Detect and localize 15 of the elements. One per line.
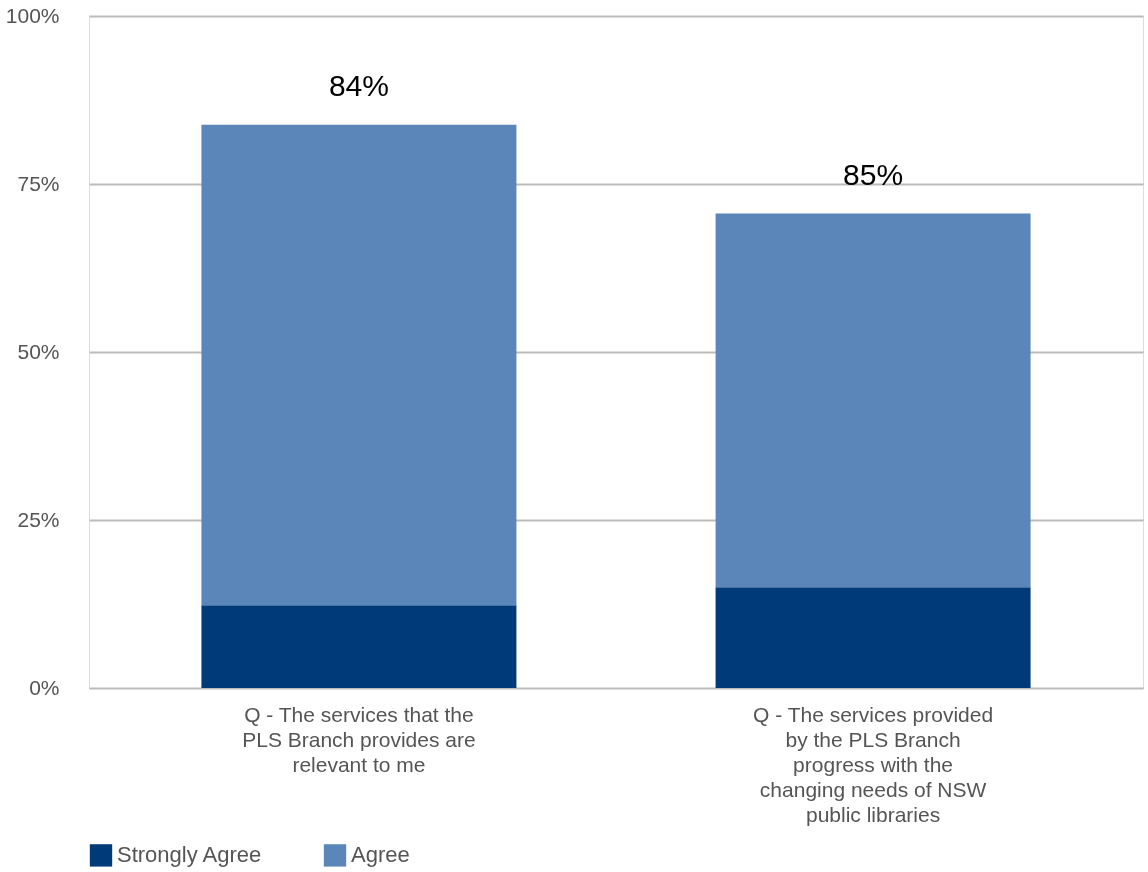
- y-tick-label: 25%: [17, 507, 60, 531]
- annotation: 85%: [843, 157, 904, 191]
- bar: [201, 605, 517, 688]
- y-tick-label: 0%: [29, 675, 60, 699]
- annotation: 84%: [328, 68, 389, 102]
- bar: [201, 124, 517, 606]
- y-tick-label: 100%: [5, 3, 60, 27]
- bar: [715, 587, 1031, 688]
- bar: [715, 213, 1031, 588]
- legend-label: Agree: [351, 842, 410, 868]
- y-tick-label: 50%: [17, 339, 60, 363]
- x-tick-label: Q - The services provided by the PLS Branch progress with the changing needs of NSW public libraries: [753, 702, 994, 826]
- legend-label: Strongly Agree: [117, 842, 262, 868]
- x-tick-label: Q - The services that the PLS Branch provides are relevant to me: [242, 702, 476, 776]
- y-tick-label: 75%: [17, 171, 60, 195]
